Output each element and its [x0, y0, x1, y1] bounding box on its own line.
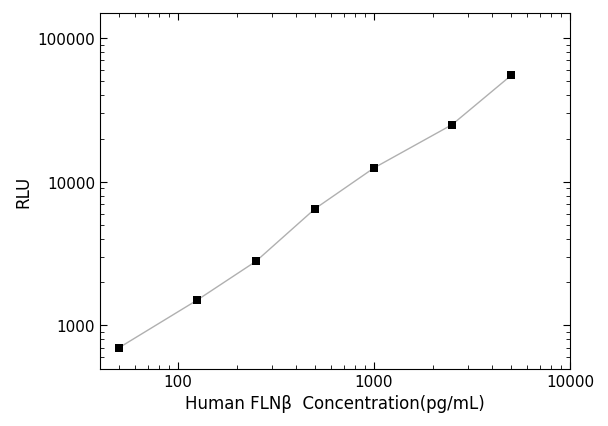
- Point: [506, 73, 516, 80]
- Point: [369, 165, 379, 172]
- Point: [192, 297, 202, 304]
- Point: [310, 206, 320, 213]
- Point: [114, 345, 124, 351]
- Point: [447, 122, 457, 129]
- Y-axis label: RLU: RLU: [14, 175, 32, 207]
- X-axis label: Human FLNβ  Concentration(pg/mL): Human FLNβ Concentration(pg/mL): [185, 394, 485, 412]
- Point: [251, 258, 261, 265]
